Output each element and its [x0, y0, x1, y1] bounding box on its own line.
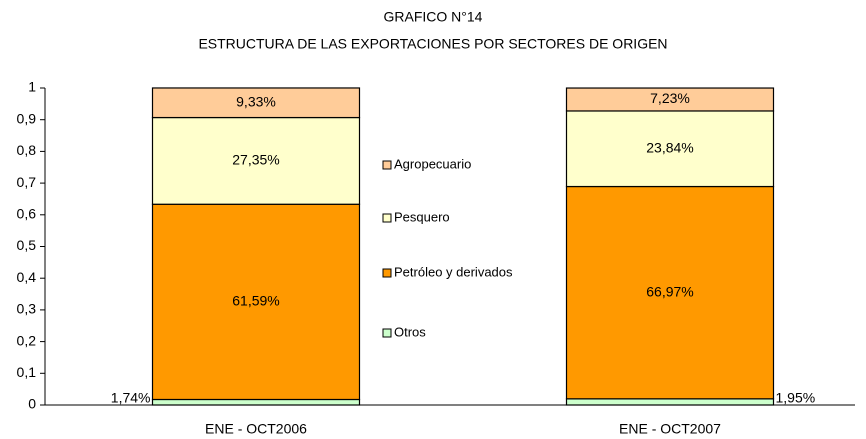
- data-label: 27,35%: [232, 152, 279, 168]
- data-label: 7,23%: [650, 90, 690, 106]
- legend-label: Agropecuario: [394, 156, 471, 171]
- bar-segment: [151, 116, 361, 205]
- bar-segment: [565, 185, 775, 400]
- bar-segment: [565, 398, 775, 406]
- chart-title: GRAFICO N°14: [384, 9, 483, 25]
- data-label: 66,97%: [646, 283, 693, 299]
- data-label: 23,84%: [646, 139, 693, 155]
- legend-swatch: [382, 268, 392, 278]
- legend-swatch: [382, 328, 392, 338]
- y-tick-label: 1: [28, 79, 36, 95]
- y-tick-label: 0,1: [17, 364, 37, 380]
- bar-segment: [151, 398, 361, 406]
- legend-label: Petróleo y derivados: [394, 264, 513, 279]
- data-label: 1,74%: [111, 390, 151, 406]
- bar-segment: [565, 87, 775, 112]
- legend-label: Otros: [394, 324, 426, 339]
- legend-swatch: [382, 160, 392, 170]
- chart-subtitle: ESTRUCTURA DE LAS EXPORTACIONES POR SECT…: [198, 36, 667, 52]
- bar-segment: [565, 110, 775, 188]
- legend-label: Pesquero: [394, 209, 450, 224]
- x-tick-label: ENE - OCT2006: [205, 421, 307, 437]
- y-tick-label: 0: [28, 396, 36, 412]
- data-label: 9,33%: [236, 93, 276, 109]
- x-tick-label: ENE - OCT2007: [619, 421, 721, 437]
- y-tick-label: 0,6: [17, 206, 37, 222]
- y-tick-label: 0,8: [17, 142, 37, 158]
- legend-swatch: [382, 213, 392, 223]
- data-label: 1,95%: [776, 390, 816, 406]
- data-label: 61,59%: [232, 293, 279, 309]
- y-tick-label: 0,9: [17, 110, 37, 126]
- y-tick-label: 0,2: [17, 332, 37, 348]
- y-tick-label: 0,7: [17, 174, 37, 190]
- y-tick-label: 0,4: [17, 269, 37, 285]
- bar-segment: [151, 203, 361, 401]
- bar-segment: [151, 87, 361, 119]
- y-tick-label: 0,5: [17, 237, 37, 253]
- y-tick-label: 0,3: [17, 301, 37, 317]
